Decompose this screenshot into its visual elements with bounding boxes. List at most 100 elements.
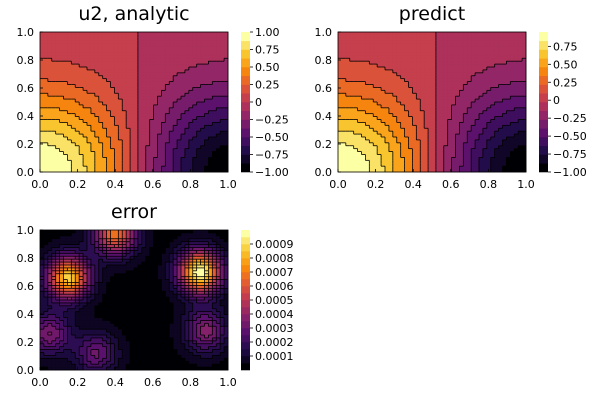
contour-cell — [486, 87, 492, 91]
contour-cell — [443, 43, 449, 47]
contour-cell — [208, 125, 213, 129]
contour-cell — [212, 137, 217, 141]
contour-cell — [357, 137, 362, 141]
contour-cell — [75, 49, 80, 53]
contour-cell — [490, 87, 496, 91]
contour-cell — [196, 49, 201, 53]
contour-cell — [216, 61, 221, 65]
contour-cell — [412, 131, 417, 135]
contour-cell — [459, 122, 464, 126]
contour-cell — [357, 61, 362, 65]
contour-cell — [510, 40, 515, 45]
contour-cell — [502, 78, 507, 82]
contour-cell — [408, 145, 413, 150]
contour-cell — [439, 81, 445, 85]
contour-cell — [94, 163, 100, 167]
contour-cell — [502, 104, 507, 109]
contour-cell — [79, 122, 84, 126]
contour-cell — [153, 131, 158, 135]
contour-cell — [141, 46, 147, 50]
contour-cell — [43, 96, 49, 100]
contour-cell — [59, 145, 64, 150]
contour-cell — [482, 64, 488, 68]
contour-cell — [416, 37, 421, 42]
contour-cell — [494, 119, 499, 123]
contour-cell — [479, 72, 484, 77]
contour-cell — [435, 142, 441, 147]
contour-cell — [451, 125, 456, 129]
contour-cell — [141, 90, 147, 94]
contour-cell — [361, 122, 366, 126]
y-tick-label: 0.0 — [17, 166, 35, 179]
contour-cell — [220, 157, 225, 161]
contour-cell — [510, 75, 515, 80]
contour-cell — [134, 58, 139, 62]
contour-cell — [345, 107, 351, 112]
contour-cell — [432, 90, 437, 94]
contour-cell — [208, 157, 213, 161]
contour-cell — [416, 145, 421, 150]
contour-cell — [67, 151, 72, 155]
contour-cell — [196, 137, 201, 141]
contour-cell — [153, 107, 158, 112]
contour-cell — [420, 125, 425, 129]
contour-cell — [377, 122, 382, 126]
contour-cell — [439, 119, 445, 123]
contour-cell — [490, 93, 496, 97]
contour-cell — [455, 52, 460, 56]
contour-cell — [408, 69, 413, 74]
contour-cell — [349, 84, 355, 88]
contour-cell — [141, 102, 147, 106]
contour-cell — [71, 116, 76, 120]
contour-cell — [184, 34, 190, 39]
contour-cell — [432, 122, 437, 126]
contour-cell — [439, 52, 445, 56]
contour-cell — [522, 104, 527, 109]
contour-cell — [412, 90, 417, 94]
contour-cell — [75, 61, 80, 65]
contour-cell — [404, 148, 409, 152]
contour-cell — [494, 67, 499, 71]
contour-cell — [118, 58, 123, 62]
contour-cell — [475, 78, 480, 82]
contour-cell — [47, 110, 53, 115]
contour-cell — [75, 69, 80, 74]
contour-cell — [420, 61, 425, 65]
contour-cell — [208, 169, 213, 173]
contour-cell — [443, 40, 449, 45]
contour-cell — [181, 154, 186, 158]
contour-lines — [40, 32, 228, 172]
contour-cell — [408, 61, 413, 65]
contour-cell — [428, 55, 433, 59]
contour-cell — [408, 137, 413, 141]
contour-cell — [122, 169, 127, 173]
contour-cell — [341, 145, 347, 150]
contour-cell — [365, 154, 370, 158]
contour-cell — [471, 107, 476, 112]
contour-cell — [475, 49, 480, 53]
contour-cell — [208, 142, 213, 147]
contour-cell — [71, 131, 76, 135]
contour-cell — [173, 122, 178, 126]
contour-cell — [63, 122, 68, 126]
contour-cell — [137, 69, 143, 74]
contour-cell — [55, 151, 60, 155]
contour-cell — [377, 107, 382, 112]
colorbar-tick-label: 0.25 — [255, 79, 280, 92]
contour-cell — [432, 43, 437, 47]
contour-cell — [498, 119, 503, 123]
contour-cell — [510, 55, 515, 59]
contour-cell — [47, 160, 53, 164]
contour-cell — [165, 81, 170, 85]
contour-cell — [94, 46, 100, 50]
contour-cell — [55, 125, 60, 129]
contour-cell — [87, 55, 92, 59]
contour-cell — [165, 145, 170, 150]
contour-cell — [126, 151, 131, 155]
contour-cell — [424, 75, 429, 80]
contour-cell — [443, 154, 449, 158]
contour-cell — [173, 93, 178, 97]
contour-cell — [184, 61, 190, 65]
contour-cell — [494, 125, 499, 129]
contour-cell — [153, 37, 158, 42]
